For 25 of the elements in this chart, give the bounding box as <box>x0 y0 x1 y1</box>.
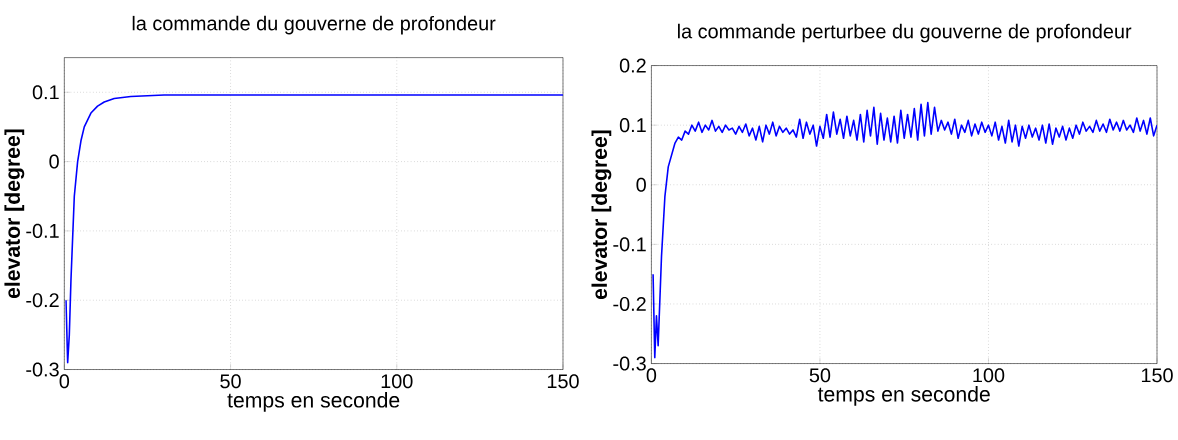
y-tick-label: 0.2 <box>619 58 646 73</box>
x-tick-label: 100 <box>381 374 413 389</box>
y-axis-title: elevator [degree] <box>591 130 612 300</box>
chart-title: la commande perturbee du gouverne de profondeur <box>678 23 1132 43</box>
chart-title: la commande du gouverne de profondeur <box>132 15 496 35</box>
x-tick-label: 0 <box>646 368 657 383</box>
x-tick-label: 0 <box>59 374 70 389</box>
y-axis-title: elevator [degree] <box>4 129 25 299</box>
y-tick-label: -0.1 <box>613 237 646 252</box>
y-tick-label: -0.2 <box>26 293 59 308</box>
y-tick-label: -0.3 <box>26 362 59 377</box>
y-tick-label: -0.2 <box>613 296 646 311</box>
y-tick-label: 0 <box>636 177 646 192</box>
x-tick-label: 100 <box>973 368 1005 383</box>
x-axis-title: temps en seconde <box>227 392 400 412</box>
y-tick-label: 0.1 <box>32 85 59 100</box>
x-tick-label: 50 <box>220 374 241 389</box>
y-tick-label: -0.3 <box>613 356 646 371</box>
y-tick-label: 0 <box>49 154 59 169</box>
x-tick-label: 50 <box>809 368 831 383</box>
x-tick-label: 150 <box>547 374 579 389</box>
y-tick-label: -0.1 <box>26 223 59 238</box>
x-tick-label: 150 <box>1141 368 1173 383</box>
y-tick-label: 0.1 <box>619 118 646 133</box>
x-axis-title: temps en seconde <box>817 386 990 406</box>
